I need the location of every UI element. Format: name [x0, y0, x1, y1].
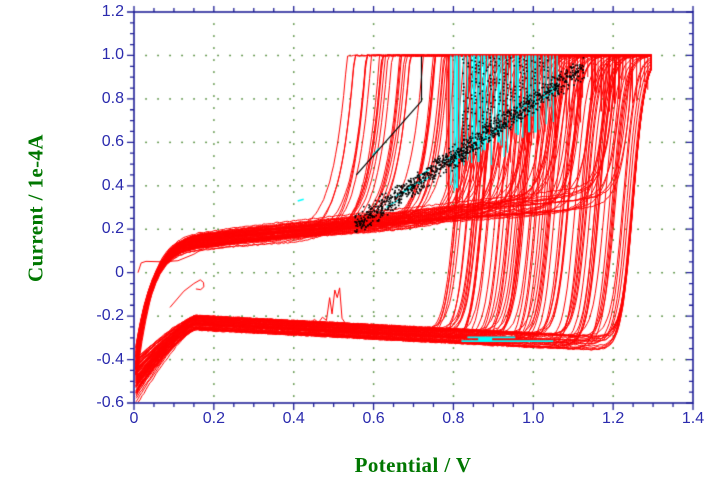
x-tick-label: 0.4	[282, 410, 305, 427]
y-tick-label: 0.6	[101, 133, 124, 151]
x-tick-label: 1.0	[522, 410, 545, 427]
y-tick-label: -0.2	[96, 307, 124, 325]
y-tick-label: 1.2	[101, 3, 124, 20]
y-tick-label: 0	[115, 263, 124, 281]
y-tick-label: 0.2	[101, 220, 124, 238]
y-tick-label: 1.0	[101, 46, 124, 64]
x-tick-label: 0.6	[362, 410, 385, 427]
y-axis-title: Current / 1e-4A	[23, 134, 48, 282]
y-tick-label: -0.6	[96, 394, 124, 411]
x-tick-label: 1.2	[602, 410, 625, 427]
x-tick-label: 0	[129, 410, 139, 427]
x-tick-label: 0.2	[202, 410, 225, 427]
x-axis-title: Potential / V	[354, 453, 472, 477]
x-tick-label: 0.8	[442, 410, 465, 427]
y-tick-label: -0.4	[96, 350, 124, 368]
y-tick-label: 0.4	[101, 176, 124, 194]
x-tick-label: 1.4	[681, 410, 705, 427]
y-tick-label: 0.8	[101, 89, 124, 107]
